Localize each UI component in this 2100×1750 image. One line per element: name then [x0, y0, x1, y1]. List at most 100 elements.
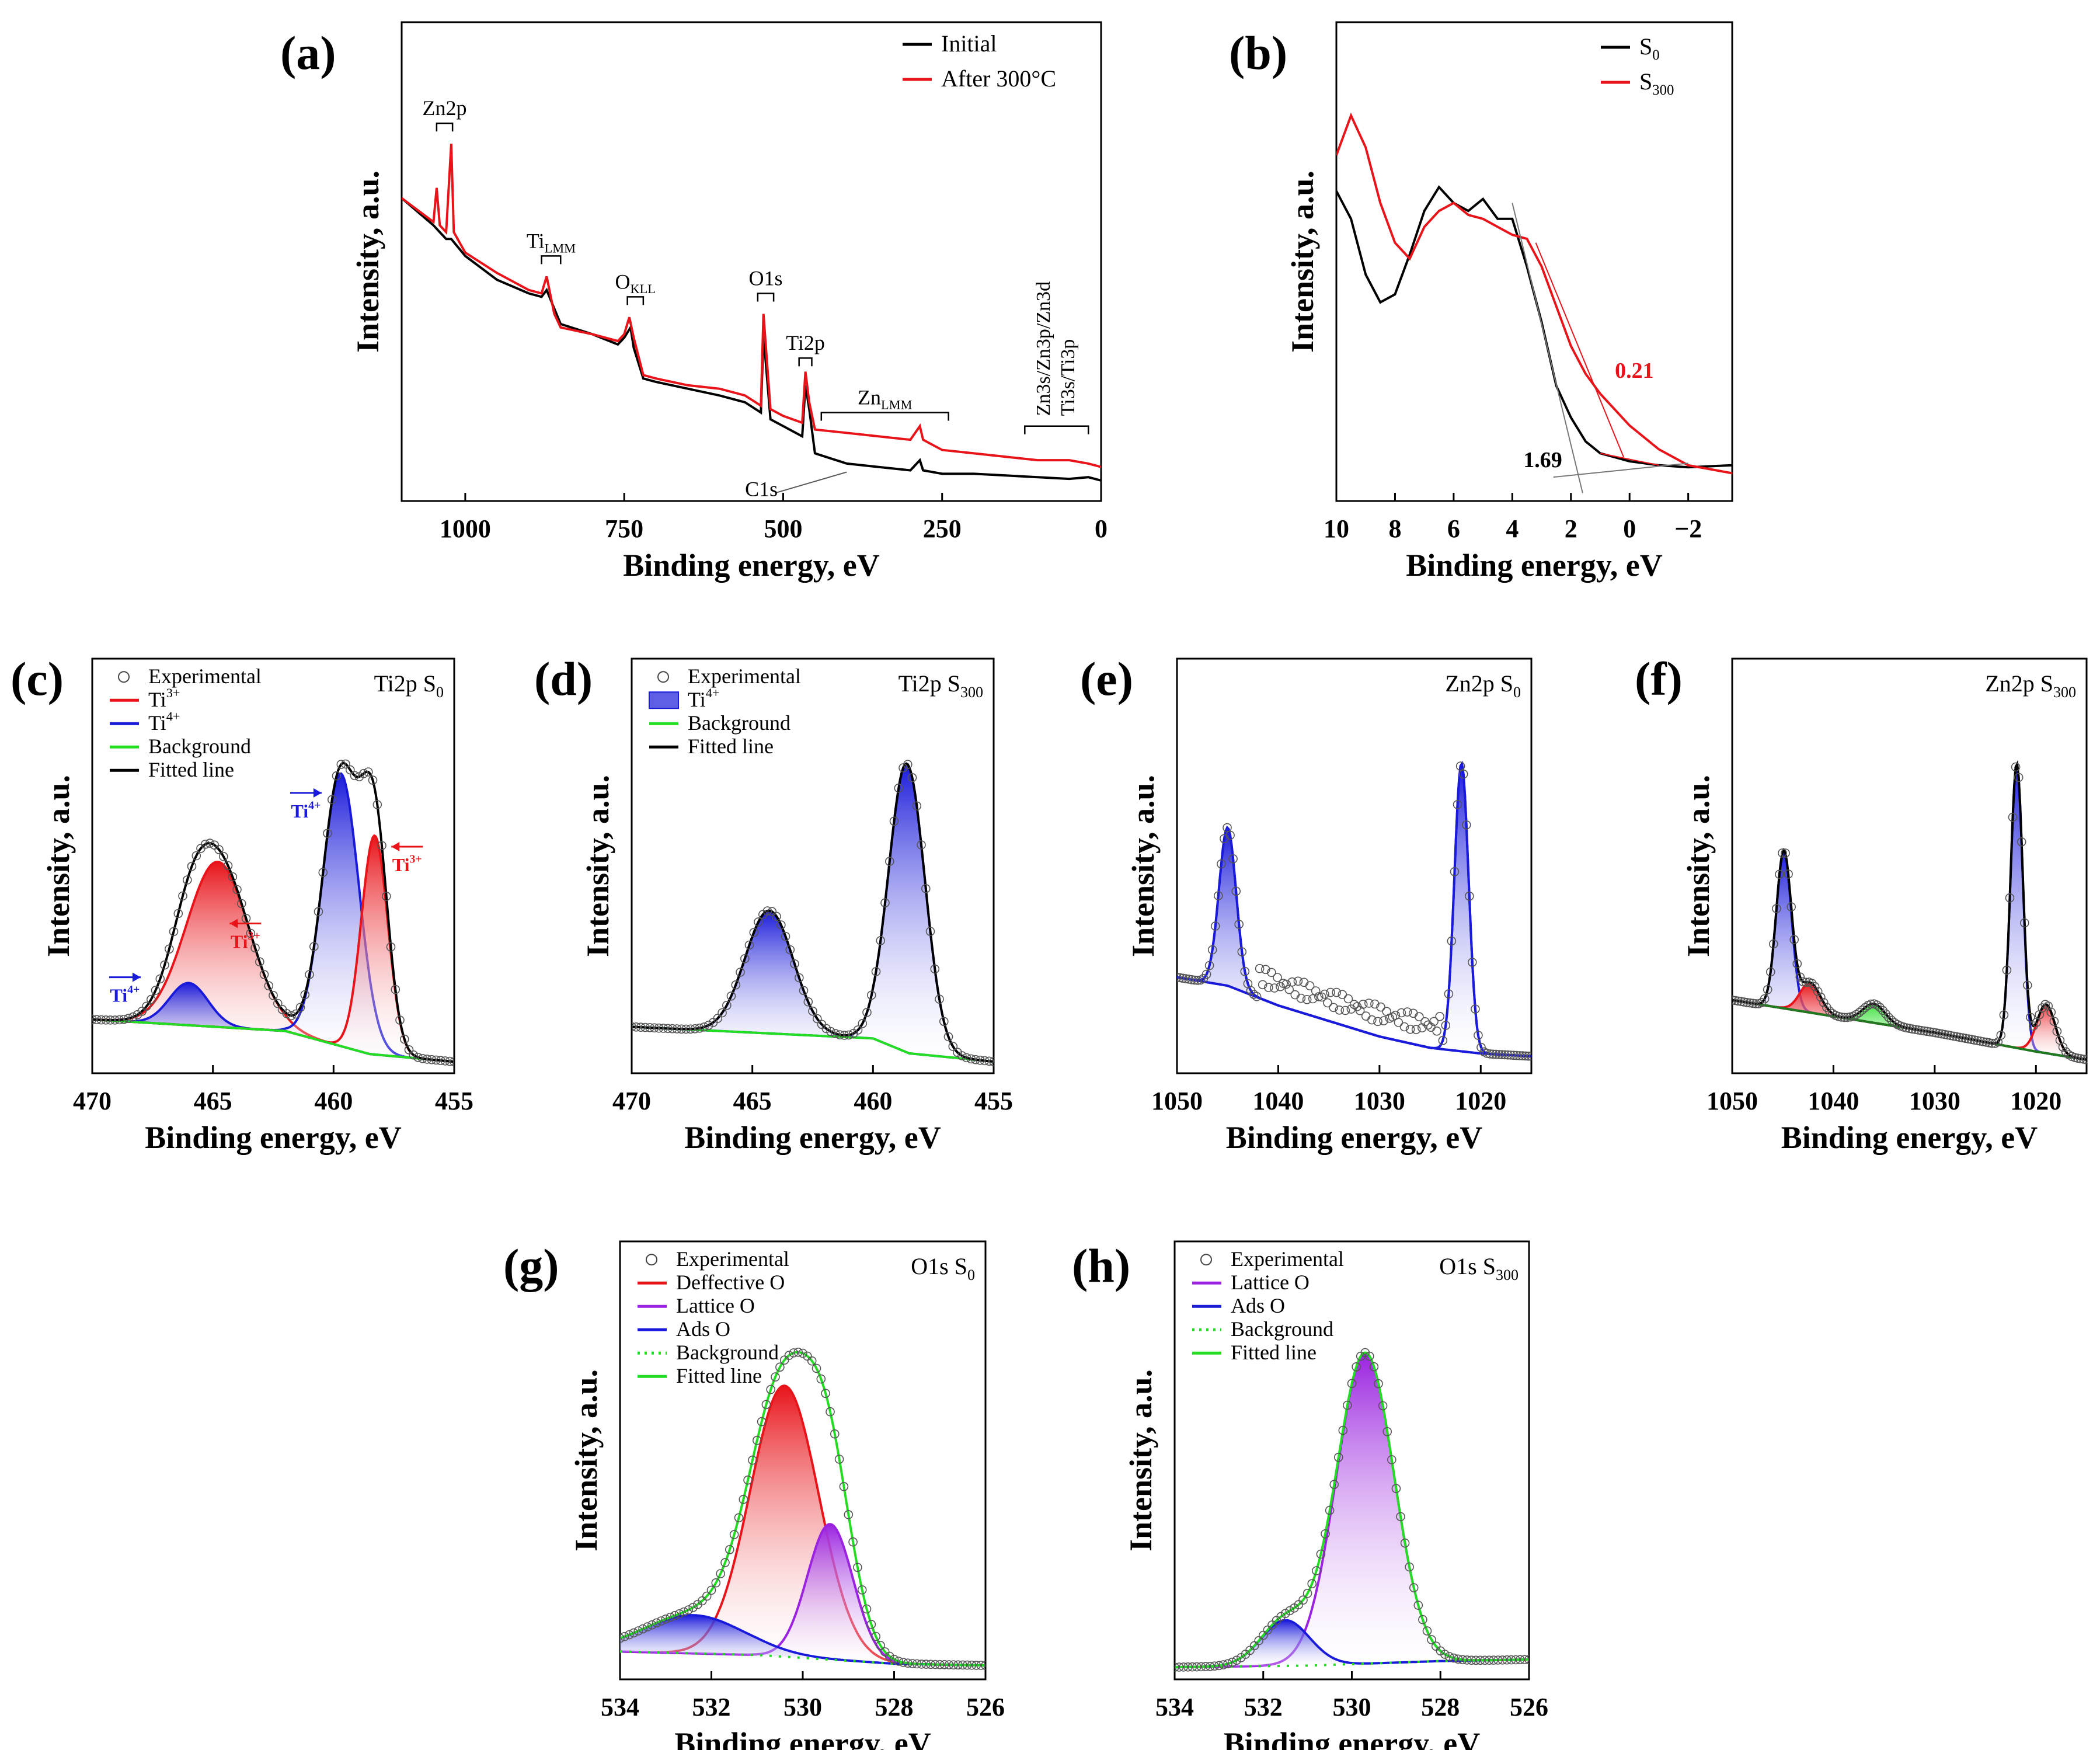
experimental-point [767, 907, 777, 916]
experimental-point [1907, 1024, 1917, 1034]
legend-marker [1200, 1254, 1212, 1266]
experimental-point [1447, 936, 1457, 946]
experimental-point [2061, 1047, 2071, 1057]
experimental-point [124, 1014, 133, 1023]
experimental-point [826, 1407, 835, 1417]
experimental-point [949, 1660, 958, 1669]
experimental-point [917, 840, 926, 850]
experimental-point [816, 1374, 826, 1384]
experimental-point [790, 959, 799, 969]
experimental-point [1427, 1635, 1436, 1644]
experimental-point [1254, 1636, 1263, 1645]
experimental-point [164, 944, 174, 954]
plot-frame-d [631, 657, 995, 1074]
experimental-point [1937, 1029, 1946, 1039]
experimental-point [834, 1455, 844, 1464]
experimental-point [1801, 977, 1811, 987]
panel-title-f: Zn2p S300 [1985, 670, 2076, 701]
x-tick-label-f: 1030 [1909, 1087, 1960, 1115]
experimental-point [1904, 1024, 1914, 1033]
experimental-point [305, 970, 314, 979]
experimental-point [757, 1417, 767, 1427]
experimental-point [1807, 979, 1817, 988]
peak-fill-f-3 [1732, 764, 2087, 1060]
experimental-point [1293, 976, 1303, 986]
experimental-point [191, 851, 201, 861]
experimental-point [962, 1053, 971, 1063]
experimental-point [1819, 998, 1829, 1007]
x-tick-label-b: 0 [1623, 514, 1636, 543]
legend-label-g-1: Deffective O [676, 1271, 785, 1294]
x-tick-label-d: 465 [733, 1087, 772, 1115]
experimental-point [989, 1057, 994, 1066]
baseline-s300 [1600, 453, 1659, 466]
experimental-point [1996, 1031, 2006, 1040]
experimental-point [761, 1400, 771, 1410]
arrowhead-ti4-right [313, 788, 322, 798]
experimental-point [718, 1008, 727, 1018]
experimental-point [971, 1661, 981, 1670]
experimental-point [884, 1651, 894, 1661]
experimental-point [1763, 985, 1772, 994]
experimental-point [654, 1023, 664, 1033]
fitted-line-f [1732, 760, 2087, 1061]
experimental-point [137, 1007, 147, 1016]
plot-frame-c [91, 657, 455, 1074]
experimental-point [1475, 1655, 1485, 1665]
experimental-point [1987, 1038, 1997, 1048]
experimental-point [785, 945, 795, 955]
experimental-point [205, 839, 215, 848]
experimental-point [1857, 1006, 1867, 1015]
experimental-point [1358, 1000, 1368, 1009]
experimental-point [1177, 973, 1185, 983]
experimental-point [1813, 987, 1823, 996]
experimental-point [976, 1055, 985, 1065]
panel-d: 470 465 460 455 Binding energy, eV Intensity,… [534, 652, 1013, 1155]
x-tick-label-b: 8 [1388, 514, 1401, 543]
experimental-point [1736, 997, 1746, 1006]
y-axis-label-a: Intensity, a.u. [350, 171, 385, 353]
experimental-point [445, 1056, 454, 1066]
experimental-point [1798, 977, 1808, 987]
experimental-point [1369, 1362, 1379, 1372]
experimental-point [1270, 983, 1279, 993]
experimental-point [921, 884, 931, 893]
y-axis-label-d: Intensity, a.u. [580, 775, 615, 957]
experimental-point [894, 1657, 904, 1666]
experimental-point [803, 997, 813, 1007]
experimental-point [1745, 998, 1755, 1008]
experimental-point [1438, 1036, 1448, 1045]
label-ti3-left: Ti3+ [231, 930, 260, 952]
experimental-point [944, 1660, 954, 1669]
experimental-point [807, 1356, 817, 1366]
experimental-point [450, 1057, 454, 1067]
experimental-point [1866, 999, 1876, 1009]
experimental-point [702, 1591, 712, 1601]
experimental-point [771, 1372, 780, 1382]
experimental-point [1228, 854, 1238, 864]
experimental-point [1394, 1018, 1404, 1027]
experimental-point [1218, 1660, 1228, 1669]
experimental-point [722, 1001, 732, 1010]
experimental-point [2049, 1017, 2059, 1026]
experimental-point [748, 1455, 757, 1465]
experimental-point [1512, 1050, 1521, 1060]
experimental-point [1223, 1659, 1232, 1669]
experimental-point [1497, 1050, 1507, 1059]
experimental-point [300, 990, 310, 1000]
experimental-point [1476, 1042, 1486, 1052]
experimental-point [2002, 965, 2012, 975]
experimental-point [840, 1031, 849, 1040]
experimental-point [1214, 891, 1223, 900]
experimental-point [663, 1024, 673, 1034]
experimental-point [422, 1055, 432, 1064]
legend-label-d-0: Experimental [688, 664, 801, 688]
experimental-point [1775, 869, 1784, 879]
experimental-point [1333, 1453, 1343, 1462]
experimental-point [259, 970, 269, 979]
panel-title-d: Ti2p S300 [898, 670, 983, 701]
panel-title-g: O1s S0 [911, 1253, 975, 1283]
experimental-point [858, 1019, 868, 1028]
experimental-point [775, 1362, 785, 1372]
experimental-point [1332, 987, 1341, 997]
